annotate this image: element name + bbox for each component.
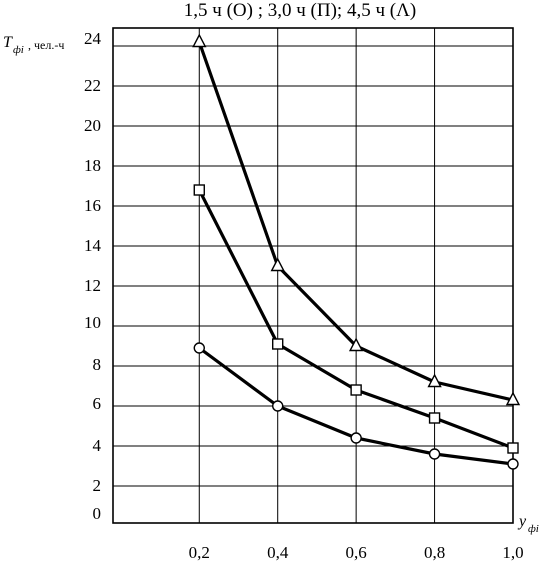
data-point bbox=[193, 184, 205, 196]
data-point bbox=[348, 337, 364, 352]
x-tick-label: 0,8 bbox=[424, 543, 445, 562]
y-axis-unit: , чел.-ч bbox=[28, 38, 64, 52]
y-tick-label: 0 bbox=[93, 504, 102, 523]
series-triangle bbox=[192, 33, 521, 406]
data-point bbox=[192, 33, 207, 48]
grid bbox=[113, 28, 514, 523]
data-point bbox=[427, 373, 442, 388]
data-point bbox=[507, 458, 519, 470]
y-tick-label: 18 bbox=[84, 156, 101, 175]
y-tick-label: 24 bbox=[84, 29, 102, 48]
y-tick-label: 12 bbox=[84, 276, 101, 295]
data-point bbox=[505, 391, 521, 406]
y-tick-label: 22 bbox=[84, 76, 101, 95]
series-circle bbox=[193, 342, 519, 470]
x-tick-label: 0,2 bbox=[189, 543, 210, 562]
x-axis-symbol: y bbox=[517, 513, 527, 530]
y-tick-label: 2 bbox=[93, 476, 102, 495]
y-axis-subscript: фi bbox=[13, 44, 24, 56]
y-tick-label: 14 bbox=[84, 236, 102, 255]
series-layer bbox=[192, 33, 521, 470]
data-point bbox=[428, 412, 441, 424]
y-tick-label: 20 bbox=[84, 116, 101, 135]
data-point bbox=[350, 432, 362, 444]
chart-title: 1,5 ч (О) ; 3,0 ч (П); 4,5 ч (Λ) bbox=[184, 0, 416, 21]
data-point bbox=[428, 448, 441, 460]
x-tick-label: 0,4 bbox=[267, 543, 289, 562]
data-point bbox=[272, 400, 284, 412]
x-axis-label: y фi bbox=[517, 513, 539, 535]
series-square bbox=[193, 184, 519, 454]
y-tick-label: 10 bbox=[84, 313, 101, 332]
y-tick-label: 16 bbox=[84, 196, 101, 215]
data-point bbox=[270, 257, 285, 272]
x-tick-label: 1,0 bbox=[502, 543, 523, 562]
data-point bbox=[193, 342, 205, 354]
y-axis-symbol: T bbox=[3, 34, 13, 51]
data-point bbox=[272, 338, 284, 350]
plot-frame bbox=[112, 27, 514, 524]
data-point bbox=[350, 384, 362, 396]
x-tick-label: 0,6 bbox=[346, 543, 367, 562]
y-tick-label: 6 bbox=[93, 394, 102, 413]
y-tick-label: 4 bbox=[93, 436, 102, 455]
x-axis-subscript: фi bbox=[528, 523, 539, 535]
y-tick-label: 8 bbox=[93, 355, 102, 374]
y-axis-label: T фi , чел.-ч bbox=[3, 34, 64, 56]
x-tick-labels: 0,2 0,4 0,6 0,8 1,0 bbox=[189, 543, 524, 562]
data-point bbox=[507, 442, 519, 454]
